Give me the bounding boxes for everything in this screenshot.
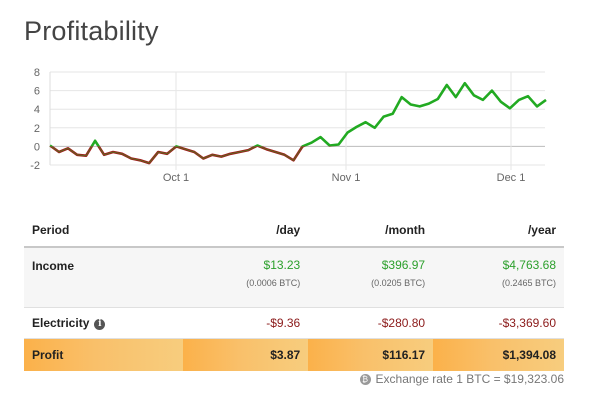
header-period: Period [24,214,184,248]
y-tick-label: 4 [34,104,40,116]
income-day-value: $13.23 [263,258,301,272]
profit-label: Profit [24,338,184,371]
bitcoin-icon: ₿ [359,373,371,385]
profit-month: $116.17 [308,338,434,371]
profit-row: Profit $3.87 $116.17 $1,394.08 [24,338,564,371]
electricity-row: Electricity i -$9.36 -$280.80 -$3,369.60 [24,307,564,339]
profit-day: $3.87 [183,338,309,371]
info-icon[interactable]: i [94,319,106,330]
x-tick-label: Dec 1 [497,172,526,184]
page-title: Profitability [24,16,159,46]
x-axis-ticks: Oct 1 Nov 1 Dec 1 [163,172,526,184]
exchange-rate: ₿ Exchange rate 1 BTC = $19,323.06 [359,372,564,386]
electricity-label-cell: Electricity i [24,307,184,339]
income-year-btc: (0.2465 BTC) [501,278,556,288]
y-axis-ticks: 8 6 4 2 0 -2 [30,67,40,172]
y-tick-label: 8 [34,67,40,79]
income-day-cell: $13.23 (0.0006 BTC) [183,247,309,308]
profitability-chart: 8 6 4 2 0 -2 Oct 1 Nov 1 Dec 1 [30,67,547,184]
electricity-year: -$3,369.60 [433,307,564,339]
y-tick-label: 2 [34,123,40,135]
table-header-row: Period /day /month /year [24,214,564,248]
y-tick-label: -2 [30,160,40,172]
series-line-negative-core [50,146,304,164]
income-year-cell: $4,763.68 (0.2465 BTC) [433,247,564,308]
electricity-label: Electricity [32,316,90,330]
header-month: /month [308,214,434,248]
profit-year: $1,394.08 [433,338,564,371]
income-month-btc: (0.0205 BTC) [371,278,426,288]
y-tick-label: 6 [34,86,40,98]
income-month-cell: $396.97 (0.0205 BTC) [308,247,434,308]
exchange-rate-text: Exchange rate 1 BTC = $19,323.06 [375,372,564,386]
chart-series-line [49,81,547,165]
series-line-positive [49,81,547,147]
x-tick-label: Nov 1 [332,172,361,184]
income-year-value: $4,763.68 [502,258,556,272]
income-row: Income $13.23 (0.0006 BTC) $396.97 (0.02… [24,247,564,308]
electricity-day: -$9.36 [183,307,309,339]
chart-grid [49,71,545,170]
series-line-negative [49,146,334,165]
electricity-month: -$280.80 [308,307,434,339]
x-tick-label: Oct 1 [163,172,189,184]
income-month-value: $396.97 [381,258,426,272]
header-year: /year [433,214,564,248]
profitability-table: Period /day /month /year Income $13.23 (… [24,214,564,371]
y-tick-label: 0 [34,141,40,153]
income-label: Income [24,247,184,308]
header-day: /day [183,214,309,248]
income-day-btc: (0.0006 BTC) [246,278,301,288]
